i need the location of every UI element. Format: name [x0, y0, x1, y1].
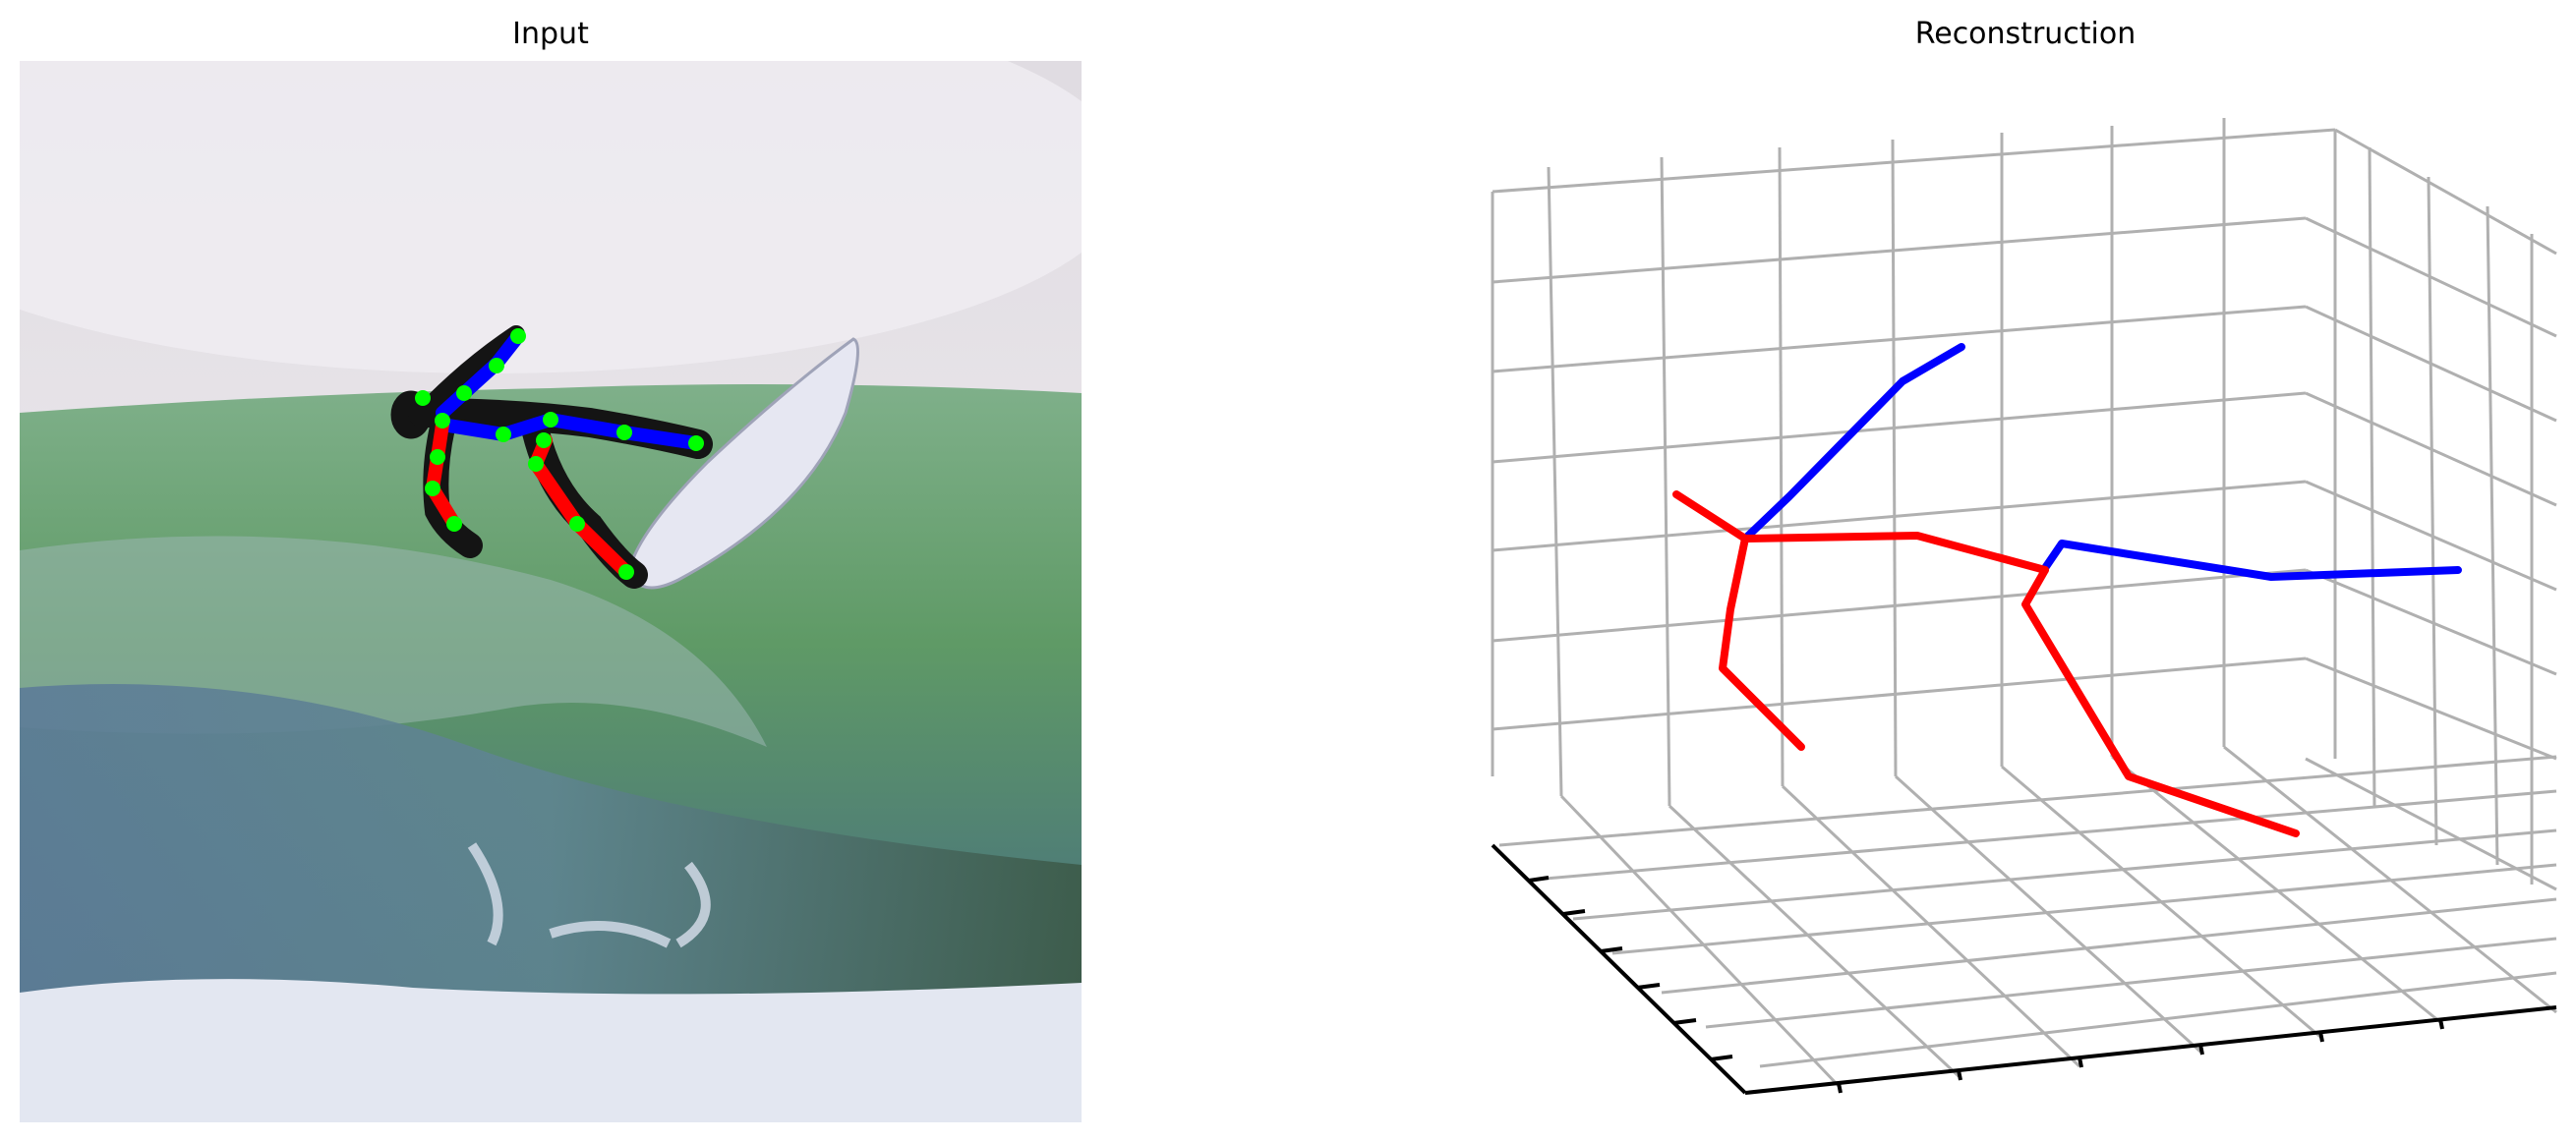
right-leg-3d	[1719, 535, 1805, 751]
white-water-foam	[20, 979, 1082, 1122]
upper-arm-3d	[1741, 343, 1965, 542]
joint	[430, 449, 445, 465]
joint	[425, 481, 440, 496]
foam-streaks	[467, 842, 711, 948]
lower-arm-3d	[2041, 540, 2462, 581]
reconstruction-panel-title: Reconstruction	[1915, 17, 2137, 51]
axis-lines	[1491, 843, 2557, 1095]
pose-2d-overlay	[425, 329, 703, 579]
input-panel-title: Input	[512, 17, 589, 51]
joint	[435, 413, 450, 428]
joint	[569, 516, 585, 532]
joint	[543, 412, 558, 428]
joint	[489, 358, 504, 373]
joint	[415, 390, 431, 406]
reconstruction-axes	[1491, 118, 2557, 1095]
joint	[446, 516, 462, 532]
back-wall-grid	[1491, 118, 2557, 1088]
left-leg-2d	[528, 433, 633, 579]
right-leg-2d	[425, 418, 461, 531]
joint	[510, 328, 526, 344]
joint	[618, 564, 634, 580]
joint-markers	[415, 328, 704, 580]
joint	[616, 425, 632, 440]
left-leg-3d	[2021, 566, 2300, 837]
joint	[536, 432, 552, 448]
pose-3d-skeleton	[1672, 343, 2462, 837]
surfboard	[627, 337, 859, 590]
left-arm-2d	[436, 329, 525, 420]
joint	[496, 427, 511, 442]
torso-3d	[1672, 490, 2049, 574]
input-photo	[20, 61, 1082, 1122]
joint	[688, 435, 704, 451]
joint	[528, 456, 544, 472]
wave-spray	[20, 61, 1082, 373]
joint	[456, 385, 472, 401]
